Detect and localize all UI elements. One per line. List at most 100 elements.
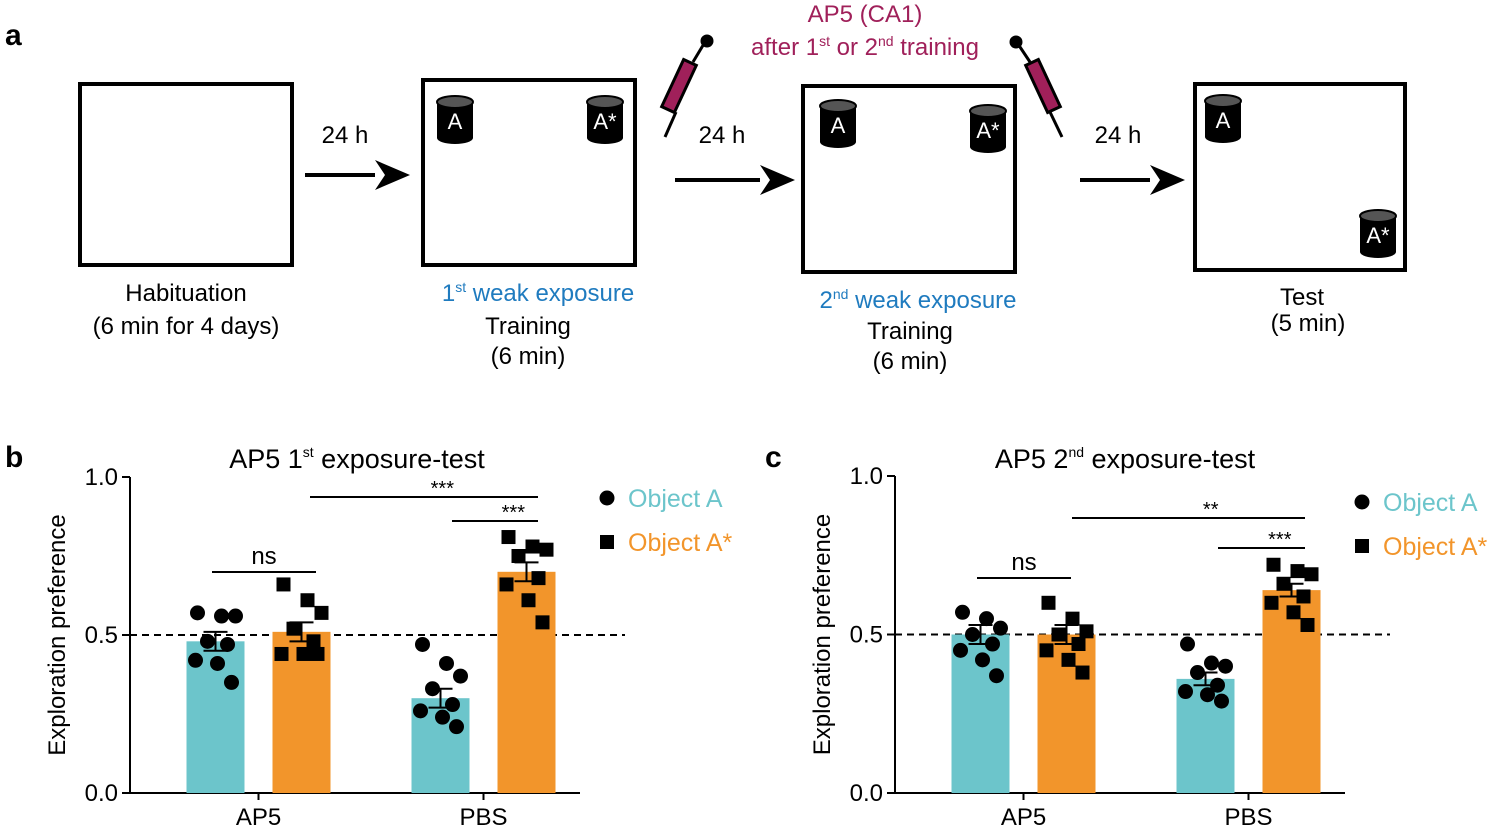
svg-text:A*: A* bbox=[593, 109, 617, 134]
data-point bbox=[1290, 564, 1305, 579]
data-point bbox=[190, 605, 205, 621]
stage-label: (6 min) bbox=[873, 348, 948, 375]
data-point bbox=[413, 703, 428, 719]
y-tick-label: 0.0 bbox=[85, 780, 118, 807]
data-point bbox=[220, 636, 235, 652]
data-point bbox=[1190, 665, 1205, 681]
injection-label: AP5 (CA1) bbox=[808, 1, 923, 28]
data-point bbox=[501, 530, 516, 545]
panel: c AP5 2nd exposure-test Exploration prefer… bbox=[765, 441, 1487, 827]
y-tick-label: 0.5 bbox=[850, 622, 883, 649]
data-point bbox=[306, 634, 321, 649]
data-point bbox=[300, 593, 315, 608]
title-part: st bbox=[303, 444, 314, 460]
data-point bbox=[228, 608, 243, 624]
chart-title: AP5 1st exposure-test bbox=[229, 444, 485, 474]
data-point bbox=[1075, 665, 1090, 680]
x-tick-label: AP5 bbox=[236, 804, 281, 827]
legend-marker bbox=[599, 490, 615, 506]
significance-label: ** bbox=[1203, 499, 1219, 521]
legend-label: Object A* bbox=[628, 529, 732, 557]
arena bbox=[78, 82, 294, 267]
legend-label: Object A bbox=[1383, 489, 1478, 517]
data-point bbox=[1039, 643, 1054, 658]
data-point bbox=[1041, 595, 1056, 610]
data-point bbox=[1178, 684, 1193, 700]
chart-title: AP5 2nd exposure-test bbox=[995, 444, 1256, 474]
data-point bbox=[989, 668, 1004, 684]
data-point bbox=[435, 709, 450, 725]
stage-label: (6 min for 4 days) bbox=[93, 313, 280, 340]
data-point bbox=[1218, 658, 1233, 674]
y-axis-label: Exploration preference bbox=[809, 514, 836, 755]
data-point bbox=[1276, 576, 1291, 591]
data-point bbox=[1180, 636, 1195, 652]
data-point bbox=[453, 668, 468, 684]
significance-label: *** bbox=[1268, 529, 1292, 551]
arena bbox=[1193, 82, 1407, 272]
arrow-label: 24 h bbox=[1095, 122, 1142, 149]
title-part: exposure-test bbox=[314, 444, 486, 474]
panel-a: a 24 h 24 h 24 h AP5 (CA1) after 1st or bbox=[5, 1, 1407, 375]
data-point bbox=[296, 646, 311, 661]
data-point bbox=[415, 636, 430, 652]
data-point bbox=[1296, 589, 1311, 604]
data-point bbox=[979, 611, 994, 627]
stage-label: Training bbox=[867, 318, 953, 345]
data-point bbox=[445, 697, 460, 713]
x-tick-label: PBS bbox=[1224, 804, 1272, 827]
arrow-label: 24 h bbox=[699, 122, 746, 149]
data-point bbox=[985, 636, 1000, 652]
significance-label: *** bbox=[431, 478, 455, 500]
legend-label: Object A* bbox=[1383, 533, 1487, 561]
data-point bbox=[975, 652, 990, 668]
data-point bbox=[214, 608, 229, 624]
exposure-label: 2nd weak exposure bbox=[819, 286, 1016, 314]
data-point bbox=[1071, 637, 1086, 652]
legend-marker bbox=[1354, 494, 1370, 510]
data-point bbox=[1286, 605, 1301, 620]
data-point bbox=[310, 646, 325, 661]
data-point bbox=[1051, 627, 1066, 642]
data-point bbox=[286, 621, 301, 636]
y-tick-label: 1.0 bbox=[850, 463, 883, 490]
panel: b AP5 1st exposure-test Exploration prefer… bbox=[5, 441, 732, 827]
bar bbox=[497, 571, 556, 793]
significance-label: ns bbox=[1011, 549, 1036, 576]
panel-label: a bbox=[5, 19, 22, 52]
stage-label: Habituation bbox=[125, 280, 246, 307]
significance-label: ns bbox=[251, 543, 276, 570]
legend-marker bbox=[1355, 539, 1369, 553]
data-point bbox=[953, 642, 968, 658]
svg-text:A: A bbox=[1216, 108, 1231, 133]
exposure-label: 1st weak exposure bbox=[442, 279, 634, 307]
title-part: nd bbox=[1068, 444, 1084, 460]
data-point bbox=[276, 577, 291, 592]
data-point bbox=[539, 542, 554, 557]
data-point bbox=[1200, 687, 1215, 703]
syringe bbox=[659, 34, 714, 138]
arrow-head bbox=[1150, 165, 1185, 195]
svg-text:A: A bbox=[831, 113, 846, 138]
x-tick-label: PBS bbox=[459, 804, 507, 827]
data-point bbox=[449, 719, 464, 735]
data-point bbox=[525, 539, 540, 554]
charts: b AP5 1st exposure-test Exploration prefer… bbox=[5, 441, 1487, 827]
data-point bbox=[200, 633, 215, 649]
svg-text:A: A bbox=[448, 109, 463, 134]
data-point bbox=[1065, 611, 1080, 626]
data-point bbox=[521, 593, 536, 608]
stage-label: (5 min) bbox=[1271, 310, 1346, 337]
data-point bbox=[1304, 567, 1319, 582]
data-point bbox=[425, 681, 440, 697]
y-tick-label: 0.5 bbox=[85, 622, 118, 649]
stage-label: (6 min) bbox=[491, 343, 566, 370]
x-tick-label: AP5 bbox=[1001, 804, 1046, 827]
legend-label: Object A bbox=[628, 485, 723, 513]
significance-label: *** bbox=[502, 502, 526, 524]
data-point bbox=[1079, 624, 1094, 639]
data-point bbox=[314, 605, 329, 620]
legend-marker bbox=[600, 535, 614, 549]
data-point bbox=[511, 549, 526, 563]
y-axis-label: Exploration preference bbox=[44, 514, 71, 755]
